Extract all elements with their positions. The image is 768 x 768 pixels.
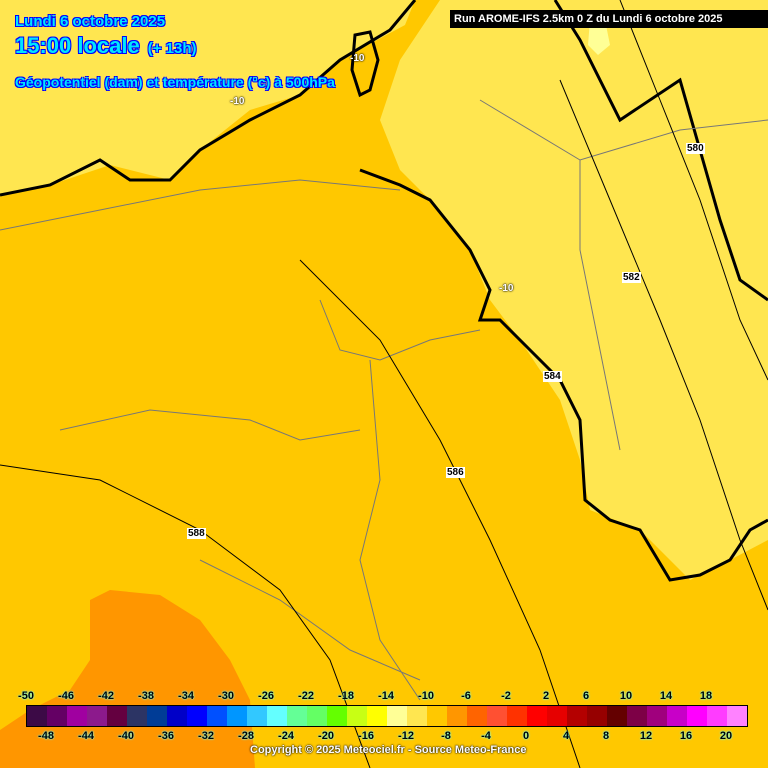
run-info: Run AROME-IFS 2.5km 0 Z du Lundi 6 octob… — [450, 10, 768, 28]
color-swatch — [627, 706, 647, 726]
color-swatch — [447, 706, 467, 726]
color-scale-tick-label: -34 — [178, 690, 194, 702]
temp-zone-minus-10-northwest — [0, 0, 415, 195]
local-time: 15:00 locale — [15, 33, 140, 58]
color-scale-tick-label: -8 — [441, 730, 451, 742]
color-scale-tick-label: -42 — [98, 690, 114, 702]
color-scale-tick-label: -2 — [501, 690, 511, 702]
color-scale-tick-label: -38 — [138, 690, 154, 702]
color-scale-tick-label: -20 — [318, 730, 334, 742]
color-scale-tick-label: -50 — [18, 690, 34, 702]
geopotential-label: 580 — [686, 143, 705, 154]
color-swatch — [667, 706, 687, 726]
color-swatch — [187, 706, 207, 726]
color-swatch — [707, 706, 727, 726]
color-swatch — [207, 706, 227, 726]
color-swatch — [367, 706, 387, 726]
color-scale-tick-label: 14 — [659, 690, 673, 702]
color-swatch — [407, 706, 427, 726]
temp-zone-minus-12 — [588, 20, 610, 55]
color-swatch — [467, 706, 487, 726]
color-scale-tick-label: -12 — [398, 730, 414, 742]
color-scale-tick-label: -16 — [358, 730, 374, 742]
color-swatch — [327, 706, 347, 726]
color-scale-tick-label: -24 — [278, 730, 294, 742]
color-scale-tick-label: -32 — [198, 730, 214, 742]
color-scale-tick-label: -6 — [461, 690, 471, 702]
temperature-label: -10 — [499, 283, 514, 294]
color-swatch — [647, 706, 667, 726]
color-scale-tick-label: -30 — [218, 690, 234, 702]
color-scale-tick-label: -40 — [118, 730, 134, 742]
color-swatch — [427, 706, 447, 726]
color-swatch — [527, 706, 547, 726]
copyright: Copyright © 2025 Meteociel.fr - Source M… — [250, 744, 527, 756]
geopotential-label: 586 — [446, 467, 465, 478]
color-swatch — [387, 706, 407, 726]
temp-zone-minus-10-east — [380, 0, 768, 580]
geopotential-label: 588 — [187, 528, 206, 539]
color-scale-tick-label: 2 — [542, 690, 550, 702]
color-scale-tick-label: -44 — [78, 730, 94, 742]
color-swatch — [287, 706, 307, 726]
region-borders — [0, 99, 768, 701]
color-scale-tick-label: -22 — [298, 690, 314, 702]
color-swatch — [167, 706, 187, 726]
color-scale-tick-label: 10 — [619, 690, 633, 702]
lead-time: (+ 13h) — [147, 40, 197, 57]
color-swatch — [87, 706, 107, 726]
color-scale-tick-label: 6 — [582, 690, 590, 702]
country-borders — [0, 0, 768, 582]
temperature-label: -10 — [230, 96, 245, 107]
color-swatch — [227, 706, 247, 726]
color-swatch — [267, 706, 287, 726]
color-scale-tick-label: -26 — [258, 690, 274, 702]
forecast-date: Lundi 6 octobre 2025 — [15, 13, 166, 30]
color-swatch — [607, 706, 627, 726]
color-scale-tick-label: 4 — [562, 730, 570, 742]
color-swatch — [247, 706, 267, 726]
color-scale-tick-label: 20 — [719, 730, 733, 742]
color-swatch — [147, 706, 167, 726]
color-scale-tick-label: -4 — [481, 730, 491, 742]
color-scale-tick-label: -28 — [238, 730, 254, 742]
color-swatch — [567, 706, 587, 726]
color-scale-tick-label: -18 — [338, 690, 354, 702]
color-scale-tick-label: 18 — [699, 690, 713, 702]
color-scale-tick-label: -10 — [418, 690, 434, 702]
color-swatch — [347, 706, 367, 726]
color-swatch — [547, 706, 567, 726]
color-swatch — [507, 706, 527, 726]
color-swatch — [727, 706, 747, 726]
color-swatch — [107, 706, 127, 726]
color-scale-tick-label: 0 — [522, 730, 530, 742]
color-swatch — [587, 706, 607, 726]
forecast-time: 15:00 locale (+ 13h) — [15, 33, 197, 59]
temperature-label: -10 — [350, 53, 365, 64]
color-scale-tick-label: -36 — [158, 730, 174, 742]
color-swatch — [47, 706, 67, 726]
color-scale — [26, 705, 748, 727]
color-swatch — [127, 706, 147, 726]
color-scale-tick-label: -14 — [378, 690, 394, 702]
color-scale-tick-label: 12 — [639, 730, 653, 742]
color-scale-tick-label: -48 — [38, 730, 54, 742]
color-scale-tick-label: 8 — [602, 730, 610, 742]
color-scale-tick-label: -46 — [58, 690, 74, 702]
color-swatch — [687, 706, 707, 726]
geopotential-label: 582 — [622, 272, 641, 283]
color-swatch — [307, 706, 327, 726]
color-swatch — [27, 706, 47, 726]
color-swatch — [487, 706, 507, 726]
geopotential-label: 584 — [543, 371, 562, 382]
color-swatch — [67, 706, 87, 726]
color-scale-tick-label: 16 — [679, 730, 693, 742]
parameter-title: Géopotentiel (dam) et température (°c) à… — [15, 74, 335, 90]
